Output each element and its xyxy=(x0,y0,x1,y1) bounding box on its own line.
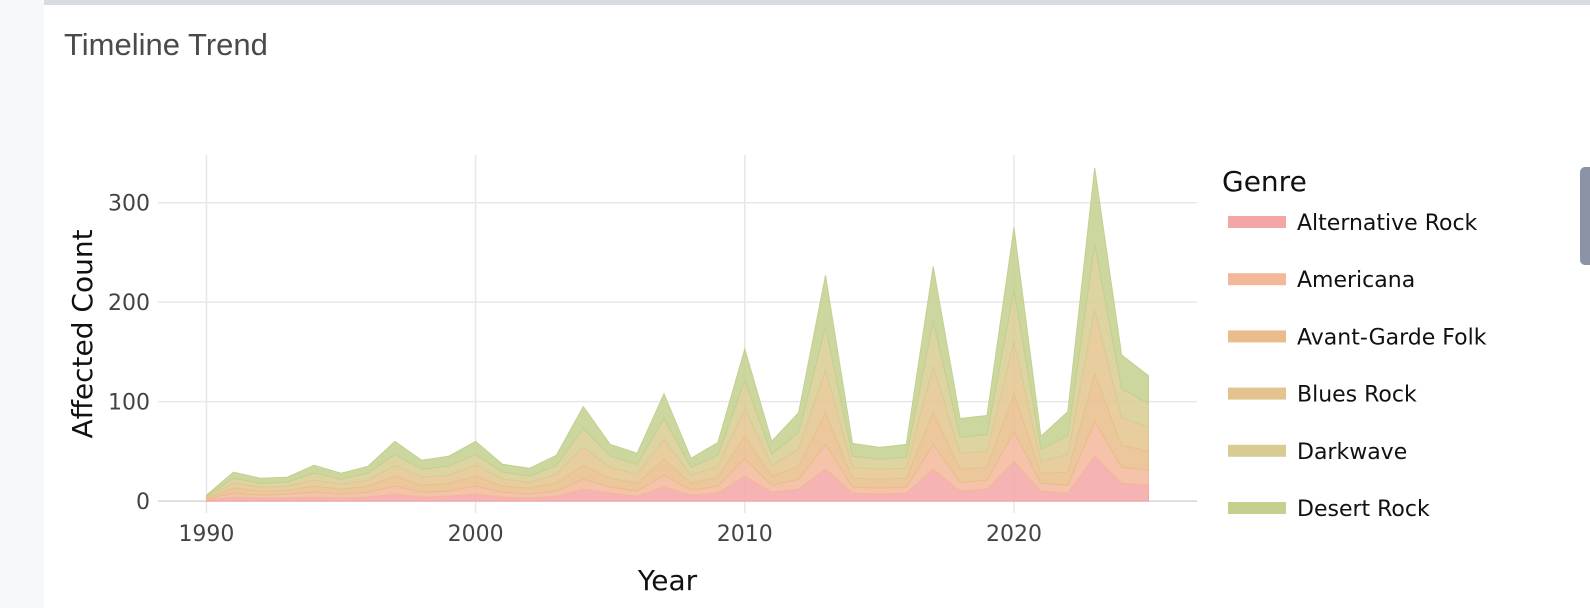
legend-item[interactable]: Avant-Garde Folk xyxy=(1228,325,1487,350)
y-tick-label: 100 xyxy=(108,391,150,416)
legend-label: Americana xyxy=(1297,268,1415,293)
panel-title: Timeline Trend xyxy=(64,27,268,62)
legend-item[interactable]: Alternative Rock xyxy=(1228,211,1478,236)
x-tick-label: 2010 xyxy=(717,522,773,547)
legend-swatch xyxy=(1228,330,1286,343)
x-tick-label: 2000 xyxy=(448,522,504,547)
legend-item[interactable]: Desert Rock xyxy=(1228,497,1430,522)
legend-item[interactable]: Americana xyxy=(1228,268,1415,293)
x-tick-label: 1990 xyxy=(178,522,234,547)
y-tick-label: 200 xyxy=(108,291,150,316)
legend-item[interactable]: Blues Rock xyxy=(1228,383,1417,408)
legend-swatch xyxy=(1228,502,1286,514)
legend-label: Alternative Rock xyxy=(1297,211,1478,236)
chart-panel: Timeline Trend xyxy=(44,0,1590,608)
legend-item[interactable]: Darkwave xyxy=(1228,440,1407,465)
x-axis-title: Year xyxy=(637,564,698,597)
legend-swatch xyxy=(1228,216,1286,228)
legend-swatch xyxy=(1228,444,1286,457)
legend-label: Desert Rock xyxy=(1297,497,1430,522)
x-tick-label: 2020 xyxy=(986,522,1042,547)
legend-title: Genre xyxy=(1222,165,1307,198)
scrollbar-thumb[interactable] xyxy=(1580,167,1590,265)
legend-label: Avant-Garde Folk xyxy=(1297,325,1487,350)
legend-swatch xyxy=(1228,387,1286,400)
area-series-5 xyxy=(206,167,1149,498)
y-tick-label: 0 xyxy=(136,490,150,515)
y-axis-title: Affected Count xyxy=(66,229,99,438)
axis-ticks: 1990 2000 2010 2020 0 100 200 300 xyxy=(108,192,1042,547)
legend-label: Darkwave xyxy=(1297,440,1407,465)
legend-swatch xyxy=(1228,273,1286,286)
stacked-area-series xyxy=(206,167,1149,502)
legend-label: Blues Rock xyxy=(1297,383,1417,408)
legend: Alternative Rock Americana Avant-Garde Fol… xyxy=(1228,211,1487,522)
y-tick-label: 300 xyxy=(108,192,150,217)
